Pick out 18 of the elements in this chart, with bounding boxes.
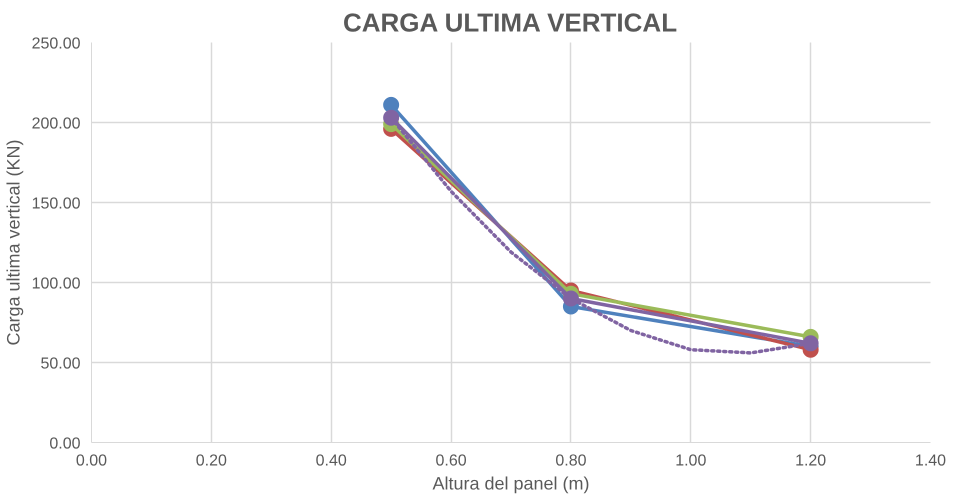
x-tick-label: 1.20 — [795, 452, 826, 470]
chart-title: CARGA ULTIMA VERTICAL — [342, 8, 678, 38]
y-axis-title: Carga ultima vertical (KN) — [4, 139, 24, 346]
x-tick-label: 0.20 — [196, 452, 228, 470]
point — [383, 96, 400, 113]
x-tick-label: 0.00 — [76, 452, 108, 470]
y-tick-label: 150.00 — [32, 196, 81, 212]
y-tick-label: 200.00 — [32, 116, 81, 132]
x-tick-label: 1.00 — [675, 452, 706, 470]
x-tick-label: 0.40 — [316, 452, 347, 470]
y-tick-label: 0.00 — [49, 436, 81, 452]
x-axis-title: Altura del panel (m) — [432, 474, 590, 494]
x-tick-label: 0.60 — [436, 452, 467, 470]
x-tick-label: 0.80 — [555, 452, 587, 470]
y-tick-label: 100.00 — [32, 276, 81, 292]
y-tick-label: 50.00 — [40, 356, 81, 372]
y-tick-label: 250.00 — [32, 36, 81, 52]
x-tick-label: 1.40 — [914, 452, 946, 470]
